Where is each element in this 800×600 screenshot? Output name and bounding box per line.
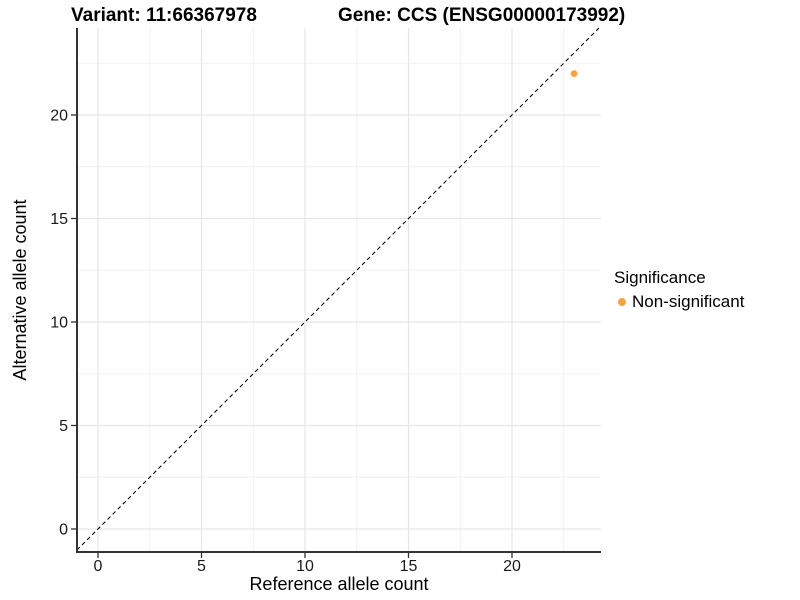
plot-title-gene: Gene: CCS (ENSG00000173992) [338, 5, 626, 26]
legend: Significance Non-significant [612, 267, 744, 312]
y-axis-tick-label: 15 [50, 211, 68, 228]
x-axis-label: Reference allele count [249, 574, 429, 594]
data-point [570, 70, 578, 77]
x-axis-tick-label: 20 [503, 558, 521, 575]
legend-item-label: Non-significant [632, 292, 745, 311]
y-axis-tick-label: 20 [50, 108, 68, 125]
plot-title-variant: Variant: 11:66367978 [71, 5, 257, 26]
y-axis-tick-label: 0 [59, 522, 68, 539]
identity-reference-line [76, 27, 600, 551]
x-axis-tick-label: 10 [296, 558, 314, 575]
legend-item-non-significant: Non-significant [612, 292, 744, 312]
x-axis-tick-label: 15 [400, 558, 418, 575]
legend-title: Significance [614, 268, 706, 287]
y-axis-label: Alternative allele count [10, 199, 30, 381]
legend-point-icon [618, 298, 626, 306]
y-axis-tick-label: 5 [59, 418, 68, 435]
x-axis-tick-label: 0 [94, 558, 103, 575]
x-axis-tick-label: 5 [197, 558, 206, 575]
y-axis-tick-label: 10 [50, 315, 68, 332]
